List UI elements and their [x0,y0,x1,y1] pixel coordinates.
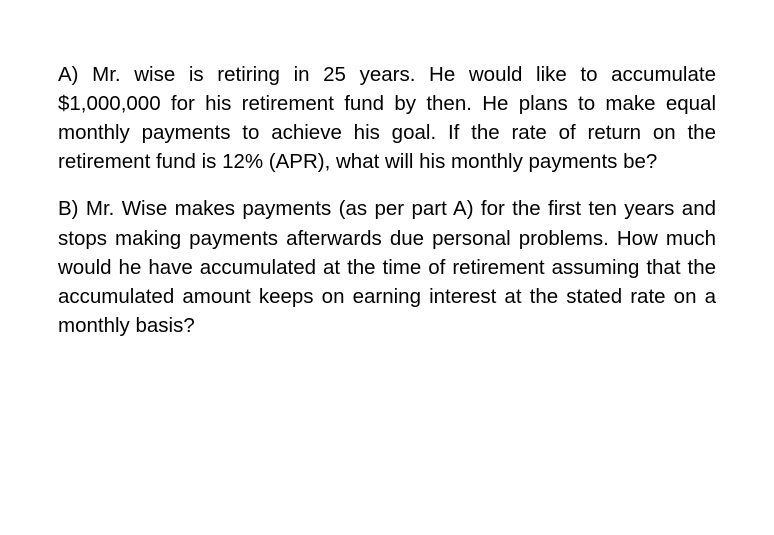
question-part-b: B) Mr. Wise makes payments (as per part … [58,194,716,340]
question-part-a: A) Mr. wise is retiring in 25 years. He … [58,60,716,176]
